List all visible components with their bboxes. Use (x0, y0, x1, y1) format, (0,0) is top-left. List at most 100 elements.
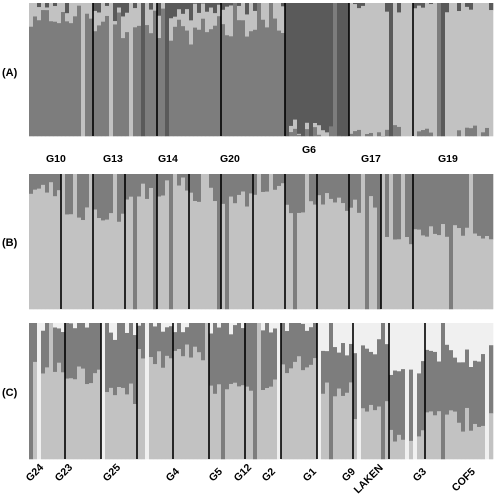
admixture-bar-segment (193, 174, 198, 202)
admixture-bar-segment (205, 11, 210, 33)
admixture-bar-segment (149, 9, 154, 34)
admixture-bar-segment (309, 201, 314, 310)
admixture-bar-segment (173, 174, 178, 310)
admixture-bar-segment (81, 220, 86, 310)
admixture-bar-segment (429, 411, 434, 460)
admixture-bar-segment (221, 323, 226, 460)
admixture-bar-segment (441, 174, 446, 225)
admixture-bar-segment (401, 439, 406, 460)
admixture-bar-segment (389, 174, 394, 310)
admixture-bar-segment (457, 422, 462, 460)
admixture-bar-segment (185, 174, 190, 191)
admixture-bar-segment (33, 3, 38, 17)
admixture-bar-segment (461, 323, 466, 363)
admixture-bar-segment (125, 323, 130, 334)
admixture-bar-segment (357, 8, 362, 131)
admixture-bar-segment (345, 174, 350, 212)
admixture-bar-segment (93, 209, 98, 310)
group-label: G6 (302, 144, 316, 156)
admixture-bar-segment (433, 351, 438, 416)
admixture-bar-segment (361, 174, 366, 310)
admixture-bar-segment (145, 323, 150, 460)
admixture-bar-segment (489, 3, 494, 11)
admixture-bar-segment (285, 204, 290, 310)
group-label: G25 (101, 461, 124, 484)
admixture-bar-segment (449, 410, 454, 460)
admixture-bar-segment (221, 203, 226, 310)
admixture-bar-segment (209, 385, 214, 460)
admixture-bar-segment (185, 3, 190, 10)
group-label: G10 (46, 153, 66, 165)
admixture-bar-segment (161, 8, 166, 137)
admixture-bar-segment (449, 350, 454, 411)
admixture-bar-segment (449, 174, 454, 310)
admixture-bar-segment (113, 21, 118, 25)
admixture-bar-segment (469, 174, 474, 310)
admixture-bar-segment (421, 235, 426, 310)
group-label: G5 (207, 466, 226, 485)
admixture-bar-segment (133, 403, 138, 460)
admixture-bar-segment (373, 207, 378, 310)
admixture-bar-segment (349, 207, 354, 310)
admixture-bar-segment (229, 196, 234, 310)
admixture-bar-segment (145, 3, 150, 26)
admixture-bar-segment (245, 36, 250, 137)
admixture-bar-segment (161, 323, 166, 332)
admixture-bar-segment (65, 13, 70, 22)
admixture-bar-segment (261, 191, 266, 310)
admixture-bar-segment (229, 36, 234, 137)
admixture-bar-segment (53, 21, 58, 137)
admixture-bar-segment (297, 323, 302, 357)
admixture-bar-segment (161, 174, 166, 196)
admixture-bar-segment (429, 323, 434, 352)
admixture-bar-segment (325, 193, 330, 310)
admixture-bar-segment (189, 357, 194, 460)
admixture-bar-segment (453, 174, 458, 226)
admixture-bar-segment (117, 12, 122, 137)
admixture-bar-segment (369, 132, 374, 137)
admixture-bar-segment (329, 198, 334, 310)
admixture-bar-segment (409, 244, 414, 310)
admixture-bar-segment (125, 3, 130, 14)
admixture-bar-segment (101, 174, 106, 221)
admixture-bar-segment (477, 323, 482, 362)
admixture-bar-segment (425, 323, 430, 351)
admixture-bar-segment (369, 196, 374, 310)
admixture-bar-segment (93, 3, 98, 12)
admixture-bar-segment (389, 374, 394, 431)
admixture-bar-segment (285, 174, 290, 206)
admixture-bar-segment (473, 174, 478, 234)
admixture-bar-segment (341, 343, 346, 397)
admixture-bar-segment (281, 6, 286, 34)
admixture-bar-segment (317, 195, 322, 310)
admixture-bar-segment (297, 134, 302, 137)
admixture-bar-segment (417, 5, 422, 132)
admixture-bar-segment (309, 364, 314, 460)
admixture-bar-segment (125, 394, 130, 460)
admixture-bar-segment (137, 349, 142, 460)
admixture-bar-segment (133, 335, 138, 405)
group-label: G23 (53, 461, 76, 484)
admixture-bar-segment (101, 3, 106, 22)
admixture-bar-segment (305, 323, 310, 332)
panel-c-separators (64, 323, 426, 459)
admixture-bar-segment (305, 3, 310, 124)
admixture-bar-segment (377, 3, 382, 133)
admixture-bar-segment (469, 323, 474, 368)
admixture-bar-segment (97, 218, 102, 310)
admixture-bar-segment (317, 174, 322, 196)
admixture-bar-segment (457, 362, 462, 424)
admixture-bar-segment (353, 353, 358, 420)
admixture-bar-segment (29, 3, 34, 28)
admixture-bar-segment (225, 35, 230, 137)
admixture-bar-segment (237, 5, 242, 21)
admixture-bar-segment (445, 323, 450, 346)
admixture-bar-segment (481, 323, 486, 355)
admixture-bar-segment (217, 3, 222, 6)
admixture-bar-segment (269, 386, 274, 460)
admixture-bar-segment (165, 355, 170, 460)
admixture-bar-segment (345, 210, 350, 310)
admixture-bar-segment (265, 27, 270, 137)
admixture-bar-segment (213, 201, 218, 310)
admixture-bar-segment (165, 323, 170, 328)
